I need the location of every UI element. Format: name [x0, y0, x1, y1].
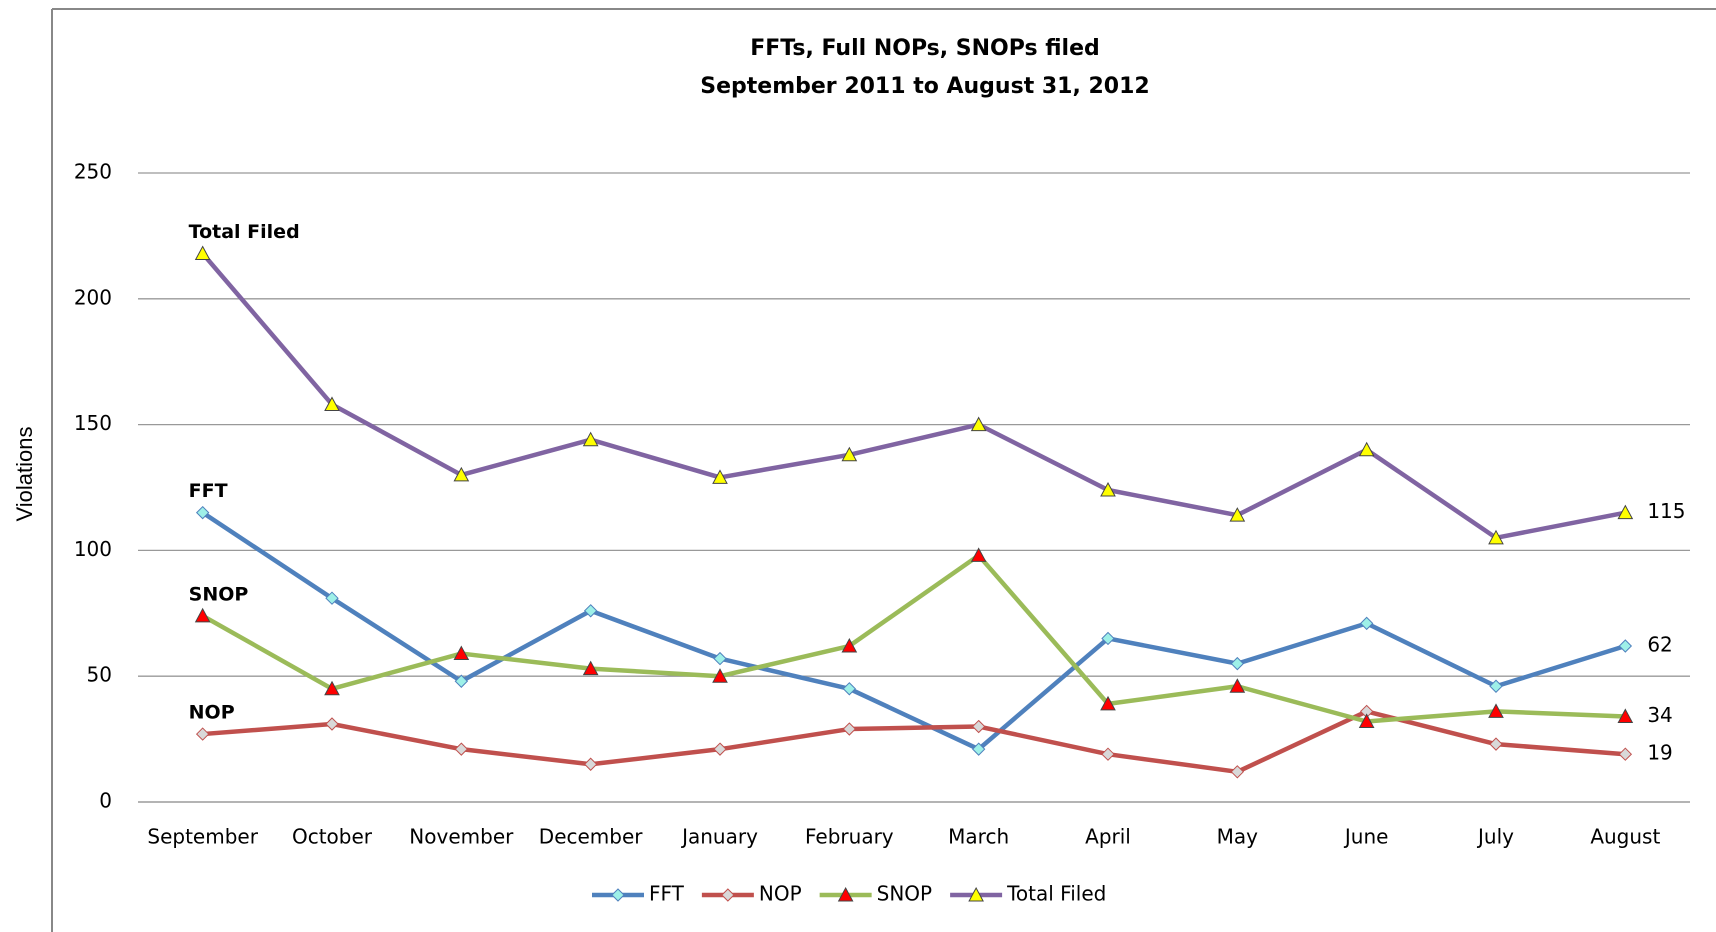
data-label: 19: [1647, 741, 1672, 765]
data-point: [1618, 639, 1633, 653]
x-tick-label: December: [539, 825, 643, 849]
series-annotation: FFT: [189, 480, 228, 502]
chart-title: FFTs, Full NOPs, SNOPs filed: [750, 36, 1100, 61]
data-point: [1359, 616, 1374, 631]
data-point: [841, 446, 858, 462]
data-point: [970, 416, 987, 432]
data-point: [1489, 737, 1503, 751]
data-point: [713, 742, 727, 756]
x-tick-label: June: [1343, 825, 1389, 849]
data-point: [325, 717, 339, 731]
x-tick-label: May: [1217, 825, 1259, 849]
y-tick-label: 200: [74, 285, 112, 309]
series-line: [200, 252, 1626, 541]
legend-label: FFT: [649, 882, 685, 906]
series-line: [201, 510, 1627, 752]
legend-label: NOP: [759, 882, 802, 906]
data-point: [583, 757, 598, 771]
x-tick-label: August: [1590, 825, 1660, 849]
legend-marker: [968, 886, 984, 902]
legend-marker: [721, 888, 735, 902]
y-axis-label: Violations: [12, 427, 37, 522]
legend-marker: [611, 888, 625, 902]
data-label: 62: [1647, 633, 1672, 657]
legend-label: Total Filed: [1006, 882, 1106, 906]
series-line: [201, 553, 1626, 724]
data-point: [1100, 481, 1116, 497]
data-point: [1229, 678, 1246, 693]
x-tick-label: October: [292, 825, 373, 849]
data-point: [1229, 507, 1246, 522]
data-point: [712, 668, 728, 683]
data-point: [842, 682, 857, 696]
x-tick-label: April: [1085, 825, 1131, 849]
series-annotation: NOP: [189, 702, 235, 724]
data-point: [453, 466, 470, 482]
x-tick-label: March: [948, 825, 1009, 849]
y-tick-label: 150: [74, 411, 112, 435]
chart-subtitle: September 2011 to August 31, 2012: [700, 74, 1149, 99]
data-point: [1100, 695, 1116, 711]
data-point: [325, 591, 339, 605]
data-point: [1617, 504, 1634, 520]
data-point: [582, 660, 599, 676]
data-point: [194, 245, 211, 261]
data-label: 115: [1647, 499, 1685, 523]
series-annotation: SNOP: [189, 583, 249, 605]
data-point: [1489, 679, 1503, 693]
data-point: [1101, 631, 1115, 646]
data-point: [582, 431, 599, 447]
data-point: [194, 607, 211, 623]
x-tick-label: November: [409, 825, 514, 849]
data-point: [324, 396, 340, 411]
data-point: [454, 742, 469, 756]
y-tick-label: 0: [99, 789, 112, 813]
data-point: [1230, 765, 1245, 779]
y-tick-label: 250: [74, 160, 112, 184]
data-point: [195, 727, 210, 741]
y-tick-label: 100: [74, 537, 112, 561]
data-point: [1101, 747, 1115, 761]
x-tick-label: February: [805, 825, 894, 849]
data-point: [454, 674, 469, 688]
legend-marker: [837, 886, 854, 902]
data-point: [841, 637, 858, 653]
data-point: [195, 505, 210, 520]
data-point: [1358, 441, 1375, 457]
data-point: [1230, 656, 1245, 671]
data-label: 34: [1647, 703, 1672, 727]
data-point: [324, 680, 340, 696]
data-point: [1488, 529, 1504, 545]
data-point: [712, 469, 728, 484]
data-point: [971, 742, 986, 756]
data-point: [1617, 708, 1634, 723]
data-point: [1358, 713, 1375, 728]
data-point: [971, 719, 986, 734]
data-point: [842, 722, 857, 736]
legend-label: SNOP: [877, 882, 932, 906]
x-tick-label: September: [147, 825, 258, 849]
x-tick-label: January: [680, 825, 758, 849]
x-tick-label: July: [1476, 825, 1514, 849]
series-annotation: Total Filed: [189, 221, 300, 243]
data-point: [1618, 747, 1633, 761]
data-point: [970, 547, 987, 562]
series-line: [202, 709, 1626, 775]
y-tick-label: 50: [87, 663, 112, 687]
data-point: [583, 604, 598, 618]
data-point: [1488, 703, 1504, 718]
data-point: [453, 645, 470, 661]
data-point: [713, 651, 727, 666]
